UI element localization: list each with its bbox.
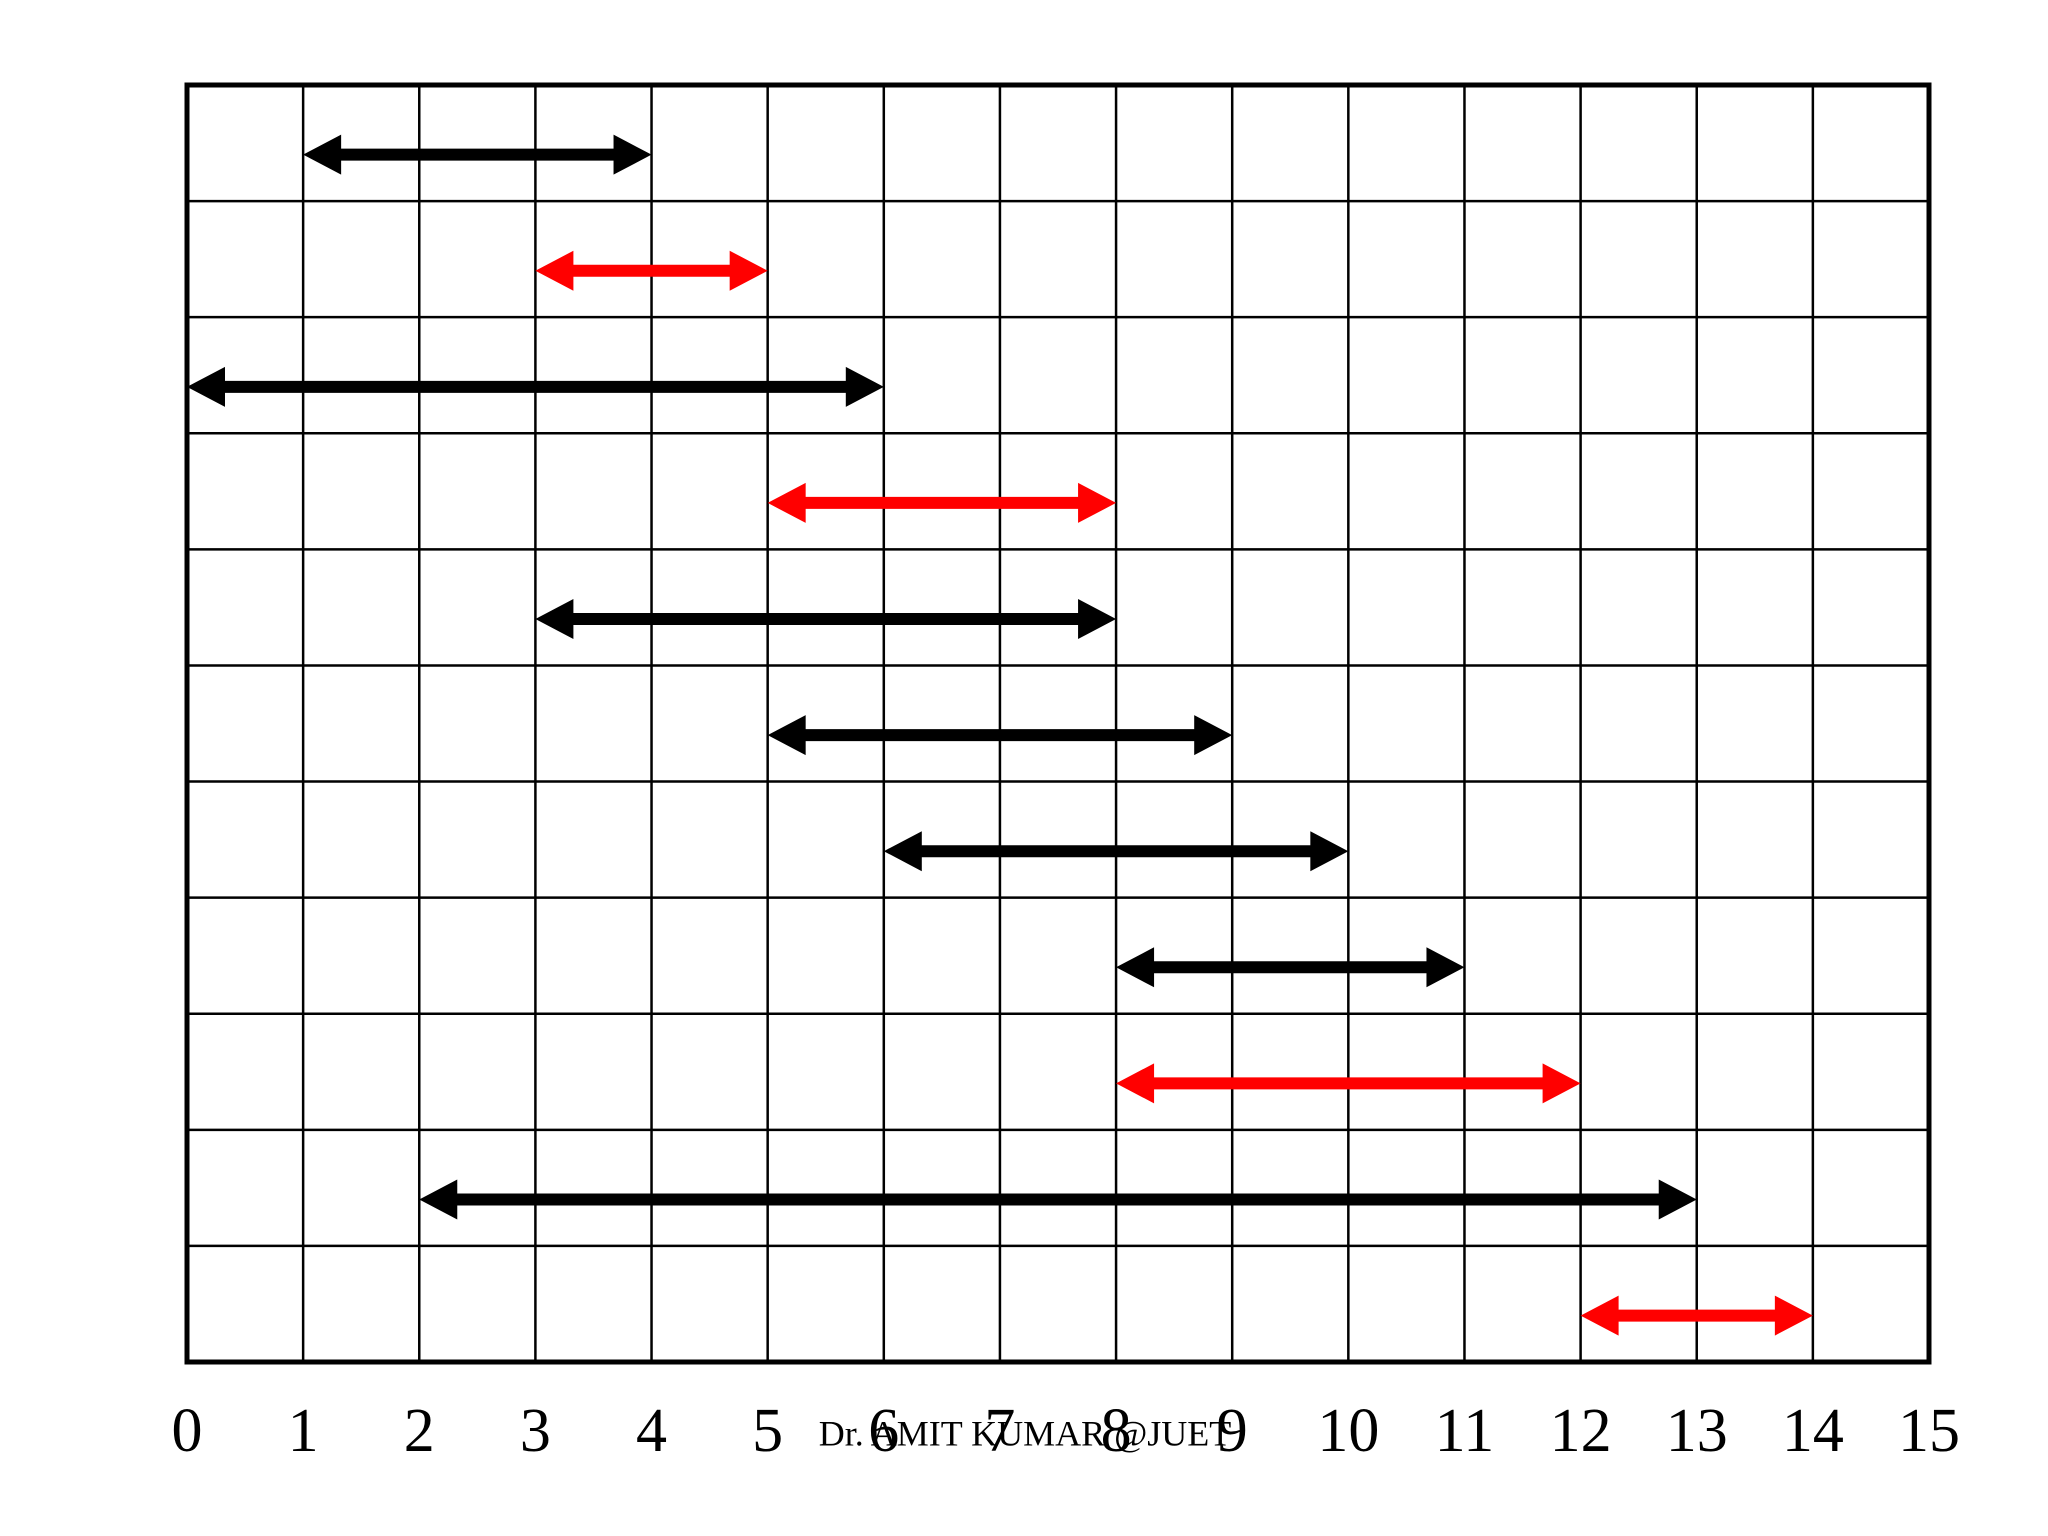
x-tick-label: 11 [1435,1397,1495,1465]
interval-arrow [419,1179,1697,1220]
x-tick-label: 3 [520,1397,551,1465]
interval-arrow [535,599,1117,640]
x-tick-label: 1 [288,1397,319,1465]
x-tick-label: 0 [172,1397,203,1465]
x-tick-label: 4 [636,1397,667,1465]
x-tick-label: 7 [984,1397,1015,1465]
x-tick-label: 8 [1101,1397,1132,1465]
x-tick-label: 5 [752,1397,783,1465]
plot-border [184,82,1932,1365]
x-tick-label: 13 [1666,1397,1728,1465]
interval-arrow [187,366,884,407]
interval-arrow [767,482,1117,523]
x-tick-label: 14 [1782,1397,1844,1465]
x-tick-label: 15 [1898,1397,1960,1465]
interval-arrow [1116,947,1465,988]
x-tick-label: 9 [1217,1397,1248,1465]
x-tick-label: 6 [868,1397,899,1465]
interval-arrow [1116,1063,1581,1104]
interval-arrow [535,250,768,291]
interval-arrow [1580,1295,1813,1336]
interval-arrow [883,831,1349,872]
footer: Dr. AMIT KUMAR @JUET [819,1413,1232,1453]
x-tick-label: 10 [1317,1397,1379,1465]
interval-arrow [767,715,1233,756]
x-tick-label: 2 [404,1397,435,1465]
x-tick-label: 12 [1550,1397,1612,1465]
interval-arrow [303,134,652,175]
